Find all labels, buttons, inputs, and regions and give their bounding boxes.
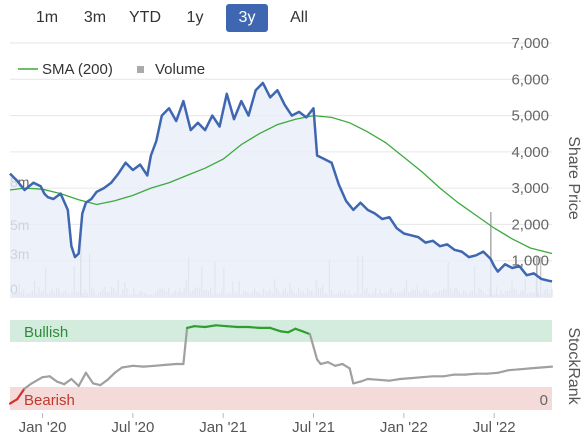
stockrank-segment bbox=[186, 325, 196, 329]
range-button-3m[interactable]: 3m bbox=[83, 9, 107, 26]
y-tick-label: 6,000 bbox=[511, 71, 549, 88]
stockrank-segment bbox=[359, 377, 369, 383]
range-selector: 1m 3m YTD 1y 3y All bbox=[0, 0, 588, 36]
legend-volume-label: Volume bbox=[155, 61, 205, 78]
y-axis-title: Share Price bbox=[565, 136, 582, 220]
stockrank-segment bbox=[91, 382, 102, 387]
share-price-line bbox=[9, 81, 553, 283]
stockrank-line bbox=[8, 324, 554, 405]
price-area bbox=[10, 82, 552, 298]
stockrank-axis-title: StockRank bbox=[565, 327, 582, 405]
stockrank-segment bbox=[8, 398, 19, 405]
stockrank-segment bbox=[442, 373, 456, 378]
stockrank-segment bbox=[204, 324, 218, 329]
stockrank-segment bbox=[308, 333, 319, 361]
stockrank-segment bbox=[410, 376, 423, 380]
stockrank-segment bbox=[153, 363, 167, 367]
stockrank-segment bbox=[334, 362, 344, 367]
y-tick-label: 2,000 bbox=[511, 216, 549, 233]
stockrank-segment bbox=[348, 367, 355, 385]
stockrank-segment bbox=[225, 325, 239, 329]
stockrank-segment bbox=[214, 324, 228, 328]
y-tick-label: 7,000 bbox=[511, 35, 549, 52]
stockrank-segment bbox=[247, 325, 261, 329]
stockrank-segment bbox=[341, 362, 351, 370]
y-tick-label: 4,000 bbox=[511, 144, 549, 161]
bearish-band bbox=[10, 387, 552, 410]
stockrank-segment bbox=[193, 325, 207, 329]
range-button-1m[interactable]: 1m bbox=[35, 9, 59, 26]
stockrank-tick-label: 0 bbox=[540, 392, 548, 409]
stockrank-segment bbox=[16, 387, 26, 401]
stockrank-segment bbox=[70, 377, 80, 388]
stockrank-segment bbox=[326, 361, 337, 367]
stockrank-segment bbox=[366, 377, 380, 381]
volume-bar bbox=[540, 256, 542, 297]
stockrank-segment bbox=[301, 330, 311, 336]
stockrank-segment bbox=[507, 368, 521, 372]
y-tick-label: 3,000 bbox=[511, 180, 549, 197]
volume-bar bbox=[490, 212, 492, 297]
stockrank-segment bbox=[99, 378, 109, 387]
stockrank-segment bbox=[287, 327, 297, 334]
stockrank-segment bbox=[279, 330, 290, 334]
stockrank-segment bbox=[182, 326, 189, 366]
stockrank-segment bbox=[388, 377, 402, 382]
stockrank-segment bbox=[377, 378, 391, 382]
stockrank-segment bbox=[464, 372, 478, 376]
stockrank-segment bbox=[131, 364, 145, 368]
stockrank-segment bbox=[63, 377, 73, 386]
y-tick-label: 5,000 bbox=[511, 108, 549, 125]
stockrank-segment bbox=[48, 375, 59, 383]
stockrank-segment bbox=[120, 364, 134, 369]
stockrank-segment bbox=[23, 382, 33, 390]
stockrank-segment bbox=[142, 364, 156, 368]
range-button-1y[interactable]: 1y bbox=[186, 9, 204, 26]
stockrank-segment bbox=[420, 375, 434, 379]
stockrank-segment bbox=[106, 371, 116, 381]
bearish-label: Bearish bbox=[24, 392, 75, 409]
x-tick-label: Jan '20 bbox=[19, 419, 67, 436]
stockrank-segment bbox=[352, 380, 362, 385]
stockrank-segment bbox=[269, 326, 283, 333]
stockrank-segment bbox=[84, 371, 95, 385]
x-tick-label: Jul '21 bbox=[292, 419, 335, 436]
stockrank-segment bbox=[529, 366, 543, 370]
x-tick-label: Jul '20 bbox=[111, 419, 154, 436]
stockrank-segment bbox=[518, 367, 532, 371]
legend-sma-label: SMA (200) bbox=[42, 61, 113, 78]
sma-200-line bbox=[9, 114, 553, 255]
stockrank-segment bbox=[540, 365, 554, 369]
stockrank-segment bbox=[485, 371, 499, 375]
stockrank-segment bbox=[294, 327, 304, 333]
stockrank-segment bbox=[113, 366, 124, 374]
range-button-3y[interactable]: 3y bbox=[226, 4, 268, 32]
stockrank-segment bbox=[55, 380, 66, 386]
x-tick-label: Jul '22 bbox=[473, 419, 516, 436]
y-tick-label: 1,000 bbox=[511, 253, 549, 270]
stockrank-segment bbox=[399, 377, 413, 381]
bullish-label: Bullish bbox=[24, 324, 68, 341]
x-tick-label: Jan '22 bbox=[380, 419, 428, 436]
stockrank-segment bbox=[30, 376, 44, 385]
stockrank-segment bbox=[319, 361, 330, 366]
range-button-ytd[interactable]: YTD bbox=[129, 9, 161, 26]
range-button-all[interactable]: All bbox=[290, 9, 308, 26]
stockrank-segment bbox=[41, 375, 51, 379]
x-tick-label: Jan '21 bbox=[199, 419, 247, 436]
legend-volume-swatch bbox=[137, 66, 144, 73]
stockrank-segment bbox=[77, 371, 88, 388]
stockrank-segment bbox=[496, 369, 510, 374]
stockrank-segment bbox=[164, 362, 178, 366]
